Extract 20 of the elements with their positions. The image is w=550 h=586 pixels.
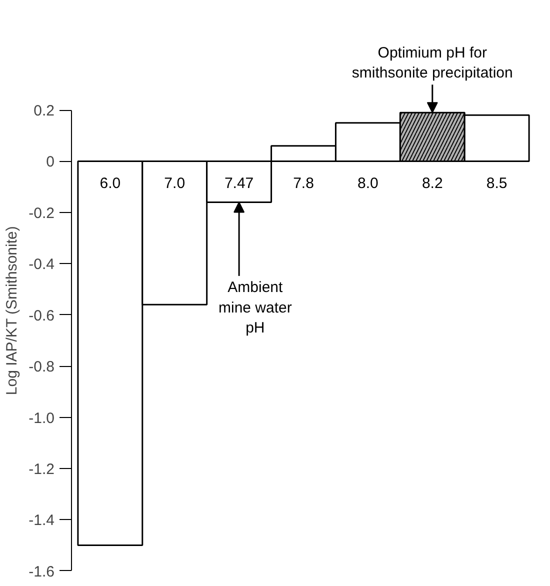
x-tick-label: 8.0 [358, 175, 378, 192]
x-tick-label: 6.0 [100, 175, 121, 192]
x-tick-label: 8.2 [422, 175, 443, 192]
y-tick-label: -1.6 [28, 563, 55, 580]
y-tick-label: -1.4 [28, 512, 55, 530]
y-tick-label: -1.2 [28, 460, 55, 478]
y-tick-label: -0.4 [28, 256, 55, 274]
x-tick-label: 8.5 [486, 175, 508, 192]
y-tick-label: -0.6 [28, 307, 55, 324]
annotation: Ambient mine water pH [218, 278, 292, 337]
x-tick-label: 7.47 [224, 175, 254, 192]
x-tick-label: 7.0 [164, 175, 186, 192]
annotation: Optimium pH for smithsonite precipitation [352, 44, 513, 82]
y-tick-label: 0.2 [34, 102, 55, 120]
x-tick-label: 7.8 [293, 175, 314, 192]
y-tick-label: -0.2 [28, 204, 55, 222]
y-tick-label: -0.8 [28, 358, 55, 376]
y-tick-label: -1.0 [28, 410, 55, 427]
y-tick-label: 0 [46, 154, 54, 171]
y-axis-title: Log IAP/KT (Smithsonite) [4, 226, 21, 396]
